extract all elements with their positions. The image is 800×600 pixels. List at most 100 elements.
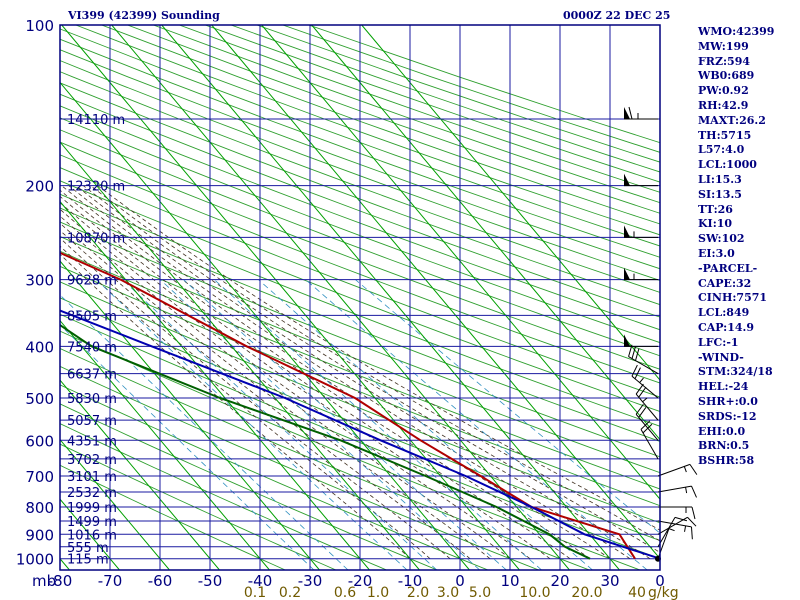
temp-tick-label: -10: [398, 572, 423, 590]
dry-adiabat: [60, 193, 660, 427]
index-line: EI:3.0: [698, 246, 735, 260]
series-temperature: [60, 251, 636, 560]
temp-tick-label: 10: [500, 572, 519, 590]
pressure-tick-label: 900: [25, 526, 54, 544]
mixing-ratio-line: [183, 279, 507, 570]
height-label: 5830 m: [67, 392, 117, 407]
dry-adiabat: [60, 38, 660, 258]
mixing-ratio-line: [60, 324, 315, 570]
index-line: LCL:849: [698, 306, 750, 320]
index-line: FRZ:594: [698, 54, 751, 68]
pressure-tick-label: 500: [25, 390, 54, 408]
index-line: -WIND-: [698, 350, 744, 364]
index-line: L57:4.0: [698, 143, 745, 157]
dry-adiabat: [60, 250, 660, 490]
wind-barb: [635, 403, 659, 441]
pressure-tick-label: 100: [25, 17, 54, 35]
mixing-ratio-label: 0.6: [334, 585, 356, 600]
wind-barb: [624, 267, 658, 281]
isotherm: [61, 25, 520, 570]
dry-adiabat: [60, 82, 660, 306]
isotherm: [60, 141, 420, 570]
series-dewpoint: [60, 323, 591, 560]
index-line: SRDS:-12: [698, 409, 757, 423]
isotherm: [161, 25, 620, 570]
wind-barb-staff: [657, 520, 692, 528]
height-label: 115 m: [67, 553, 109, 568]
index-line: PW:0.92: [698, 84, 749, 98]
index-line: SI:13.5: [698, 187, 742, 201]
mixing-ratio-line: [355, 279, 660, 534]
isotherm: [60, 438, 170, 570]
mixing-ratio-label: 2.0: [407, 585, 429, 600]
index-line: CAPE:32: [698, 276, 752, 290]
wind-barb-staff: [635, 413, 659, 441]
mixing-ratio-line: [159, 279, 480, 570]
height-label: 9628 m: [67, 274, 117, 289]
moist-adiabat: [60, 229, 471, 560]
wind-barb-half-feather: [642, 397, 648, 403]
wind-barb: [628, 344, 659, 375]
height-label: 5057 m: [67, 414, 117, 429]
chart-title: VI399 (42399) Sounding: [68, 9, 220, 22]
moist-adiabat: [60, 245, 431, 559]
index-line: LFC:-1: [698, 335, 739, 349]
wind-barb-feather: [638, 407, 647, 418]
mixing-ratio-label: 3.0: [437, 585, 459, 600]
wind-barb-feather: [642, 423, 653, 434]
index-line: LI:15.3: [698, 172, 742, 186]
dry-adiabat: [60, 423, 387, 570]
mixing-ratio-label: 0.1: [244, 585, 266, 600]
wind-barb-feather: [635, 383, 644, 395]
wind-barb-staff: [657, 517, 676, 548]
wind-barb: [624, 106, 658, 120]
mixing-ratio-label: 40: [628, 585, 646, 600]
isotherm: [60, 200, 370, 570]
height-label: 12320 m: [67, 180, 125, 195]
wind-barb-column: [624, 106, 698, 562]
index-line: WB0:689: [698, 69, 755, 83]
wind-barb: [635, 383, 659, 421]
wind-barb-feather: [691, 506, 696, 520]
index-line: HEL:-24: [698, 380, 749, 394]
dry-adiabat: [60, 221, 660, 458]
dry-adiabat: [60, 207, 660, 442]
wind-barb: [624, 225, 658, 238]
index-line: RH:42.9: [698, 98, 749, 112]
index-line: MAXT:26.2: [698, 113, 766, 127]
wind-barb-half-feather: [685, 487, 688, 494]
mixing-ratio-line: [305, 279, 648, 570]
wind-barb-half-feather: [683, 466, 687, 473]
dry-adiabat: [60, 93, 660, 318]
temp-tick-label: -30: [298, 572, 323, 590]
height-label: 3101 m: [67, 470, 117, 485]
mixing-ratio-line: [96, 279, 408, 570]
dry-adiabat: [60, 154, 660, 384]
dry-adiabat: [60, 167, 660, 398]
mixing-ratio-label: 1.0: [367, 585, 389, 600]
wind-barb-feather: [631, 364, 638, 377]
mixing-ratio-line: [213, 279, 542, 570]
dry-adiabat: [60, 281, 660, 524]
index-line: TT:26: [698, 202, 733, 216]
wind-barb-staff: [631, 375, 659, 399]
wind-barb-feather: [635, 348, 640, 361]
height-label: 2532 m: [67, 486, 117, 501]
height-label: 6637 m: [67, 368, 117, 383]
wind-barb-staff: [657, 516, 688, 535]
wind-barb: [624, 334, 658, 347]
index-line: SHR+:0.0: [698, 394, 758, 408]
valid-time: 0000Z 22 DEC 25: [563, 9, 671, 22]
height-label: 7540 m: [67, 340, 117, 355]
index-line: KI:10: [698, 217, 733, 231]
wind-barb-flag: [624, 334, 630, 347]
dry-adiabat: [60, 141, 660, 370]
wind-barb-feather: [640, 420, 651, 430]
wind-barb-feather: [635, 403, 644, 415]
height-label: 10870 m: [67, 231, 125, 246]
wind-barb: [657, 463, 698, 477]
wind-barb-half-feather: [684, 525, 687, 532]
pressure-tick-label: 200: [25, 178, 54, 196]
pressure-unit-label: mb: [32, 572, 56, 590]
